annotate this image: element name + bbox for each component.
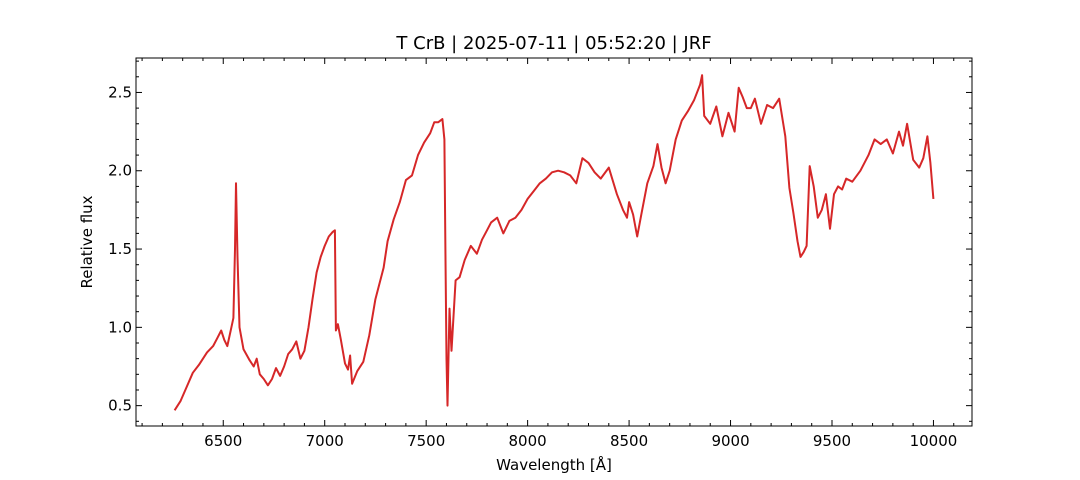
y-tick-label: 2.5 <box>108 83 132 101</box>
axes-frame <box>135 57 973 427</box>
y-tick-label: 1.5 <box>108 240 132 258</box>
y-tick-label: 2.0 <box>108 162 132 180</box>
x-tick-label: 6500 <box>204 432 242 450</box>
x-tick-label: 8000 <box>509 432 547 450</box>
y-tick-label: 1.0 <box>108 318 132 336</box>
x-tick-label: 7500 <box>407 432 445 450</box>
x-tick-label: 9000 <box>711 432 749 450</box>
plot-area <box>173 74 935 411</box>
y-tick-label: 0.5 <box>108 397 132 415</box>
y-axis-label: Relative flux <box>78 195 96 288</box>
x-tick-label: 10000 <box>910 432 958 450</box>
x-tick-label: 8500 <box>610 432 648 450</box>
x-tick-label: 7000 <box>306 432 344 450</box>
x-tick-label: 9500 <box>813 432 851 450</box>
spectrum-line-0 <box>173 74 935 411</box>
x-axis-label: Wavelength [Å] <box>496 455 612 474</box>
chart-title: T CrB | 2025-07-11 | 05:52:20 | JRF <box>395 33 711 54</box>
axis-ticks: 6500 7000 7500 8000 8500 9000 9500 10000 0.5 1.0 1… <box>108 58 972 450</box>
